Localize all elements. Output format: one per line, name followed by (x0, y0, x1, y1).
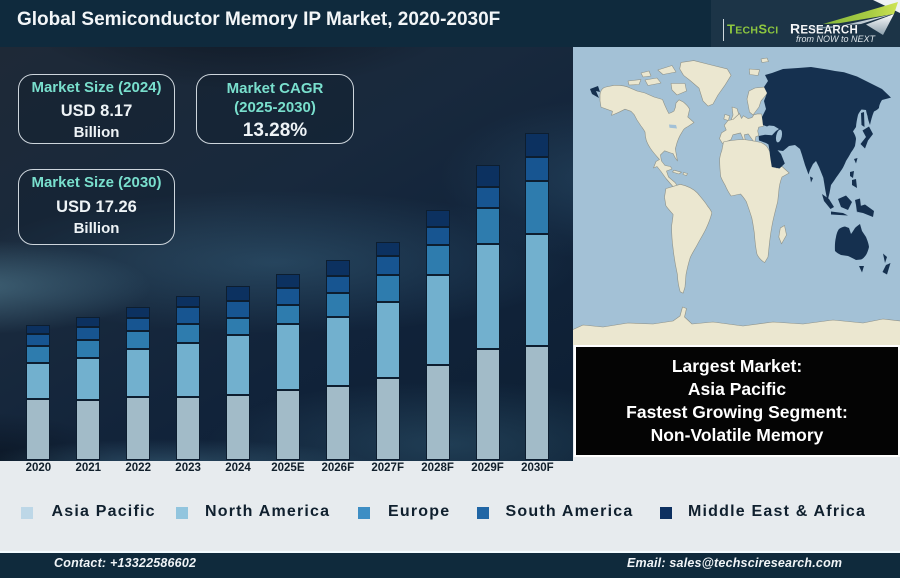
svg-text:RESEARCH: RESEARCH (790, 21, 858, 37)
svg-text:from NOW to NEXT: from NOW to NEXT (796, 34, 877, 44)
svg-text:TECHSCI: TECHSCI (727, 22, 778, 37)
